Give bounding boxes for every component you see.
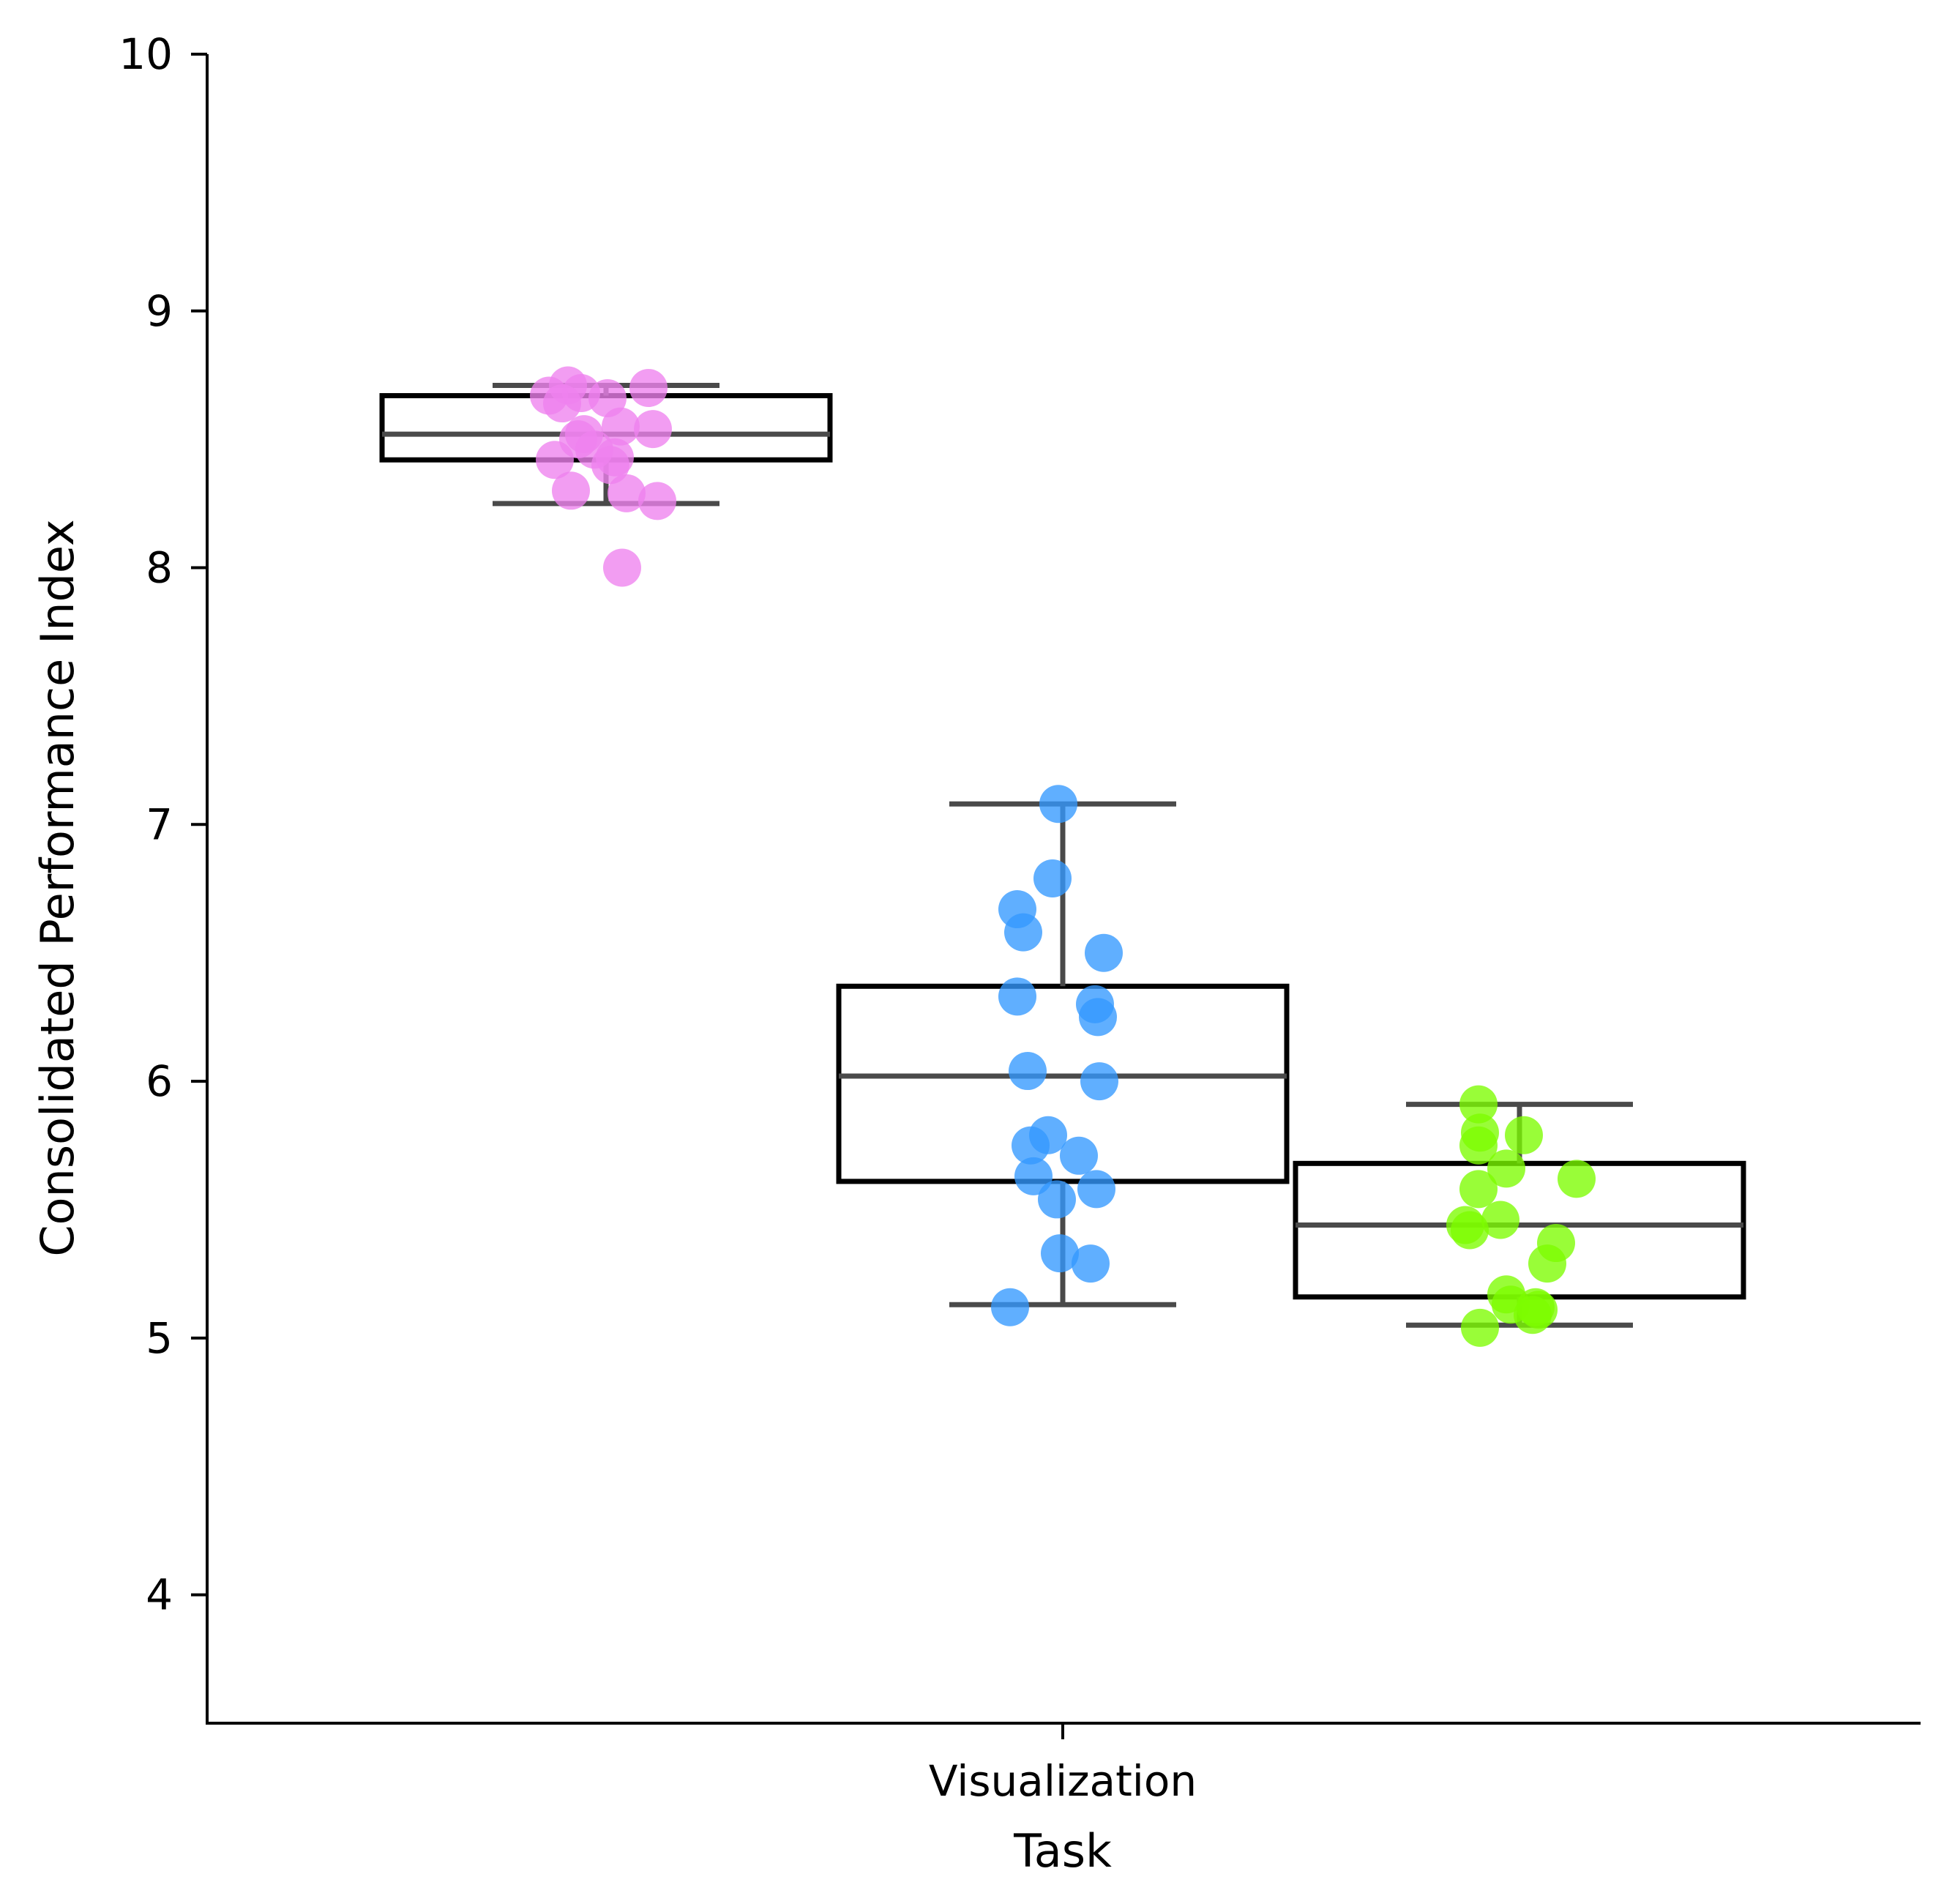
data-point bbox=[1459, 1170, 1498, 1209]
data-point bbox=[1079, 998, 1117, 1037]
data-point bbox=[1085, 933, 1123, 972]
data-point bbox=[1481, 1201, 1519, 1239]
y-tick-label: 6 bbox=[146, 1056, 173, 1106]
data-point bbox=[1505, 1116, 1543, 1154]
data-point bbox=[998, 977, 1036, 1016]
y-ticks-layer: 4 5 6 7 8 9 10 bbox=[119, 29, 207, 1620]
data-point bbox=[1487, 1149, 1525, 1188]
data-point bbox=[638, 482, 676, 520]
data-point bbox=[1014, 1157, 1053, 1195]
y-tick-label: 9 bbox=[146, 286, 173, 336]
data-point bbox=[1060, 1136, 1098, 1175]
points-layer bbox=[530, 366, 1596, 1347]
x-ticks-layer: Visualization bbox=[929, 1723, 1197, 1806]
data-point bbox=[1459, 1085, 1498, 1124]
data-point bbox=[991, 1288, 1029, 1326]
data-point bbox=[1077, 1170, 1115, 1209]
data-point bbox=[1072, 1244, 1110, 1283]
data-point bbox=[1459, 1126, 1498, 1165]
data-point bbox=[1039, 785, 1077, 824]
data-point bbox=[1041, 1234, 1079, 1273]
y-tick-label: 5 bbox=[146, 1313, 173, 1363]
x-tick-label: Visualization bbox=[929, 1756, 1197, 1806]
data-point bbox=[1009, 1052, 1047, 1091]
data-point bbox=[602, 407, 640, 446]
data-point bbox=[536, 441, 574, 479]
data-point bbox=[608, 474, 646, 512]
data-point bbox=[1461, 1308, 1499, 1347]
data-point bbox=[1558, 1160, 1596, 1198]
y-tick-label: 10 bbox=[119, 29, 173, 79]
data-point bbox=[634, 410, 672, 449]
y-tick-label: 4 bbox=[146, 1570, 173, 1620]
data-point bbox=[1528, 1244, 1566, 1283]
data-point bbox=[1080, 1062, 1118, 1101]
y-tick-label: 7 bbox=[146, 799, 173, 849]
data-point bbox=[588, 379, 627, 418]
y-axis-label: Consolidated Performance Index bbox=[31, 519, 84, 1256]
data-point bbox=[1451, 1211, 1489, 1250]
data-point bbox=[603, 548, 641, 587]
data-point bbox=[1004, 913, 1042, 952]
y-tick-label: 8 bbox=[146, 543, 173, 593]
data-point bbox=[543, 384, 581, 423]
data-point bbox=[591, 446, 629, 485]
data-point bbox=[552, 471, 590, 510]
data-point bbox=[629, 369, 668, 407]
x-axis-label: Task bbox=[1013, 1824, 1112, 1878]
data-point bbox=[1033, 859, 1072, 897]
box-iqr bbox=[1293, 1160, 1746, 1300]
data-point bbox=[1012, 1126, 1050, 1165]
data-point bbox=[1514, 1296, 1552, 1334]
data-point bbox=[1038, 1180, 1076, 1219]
